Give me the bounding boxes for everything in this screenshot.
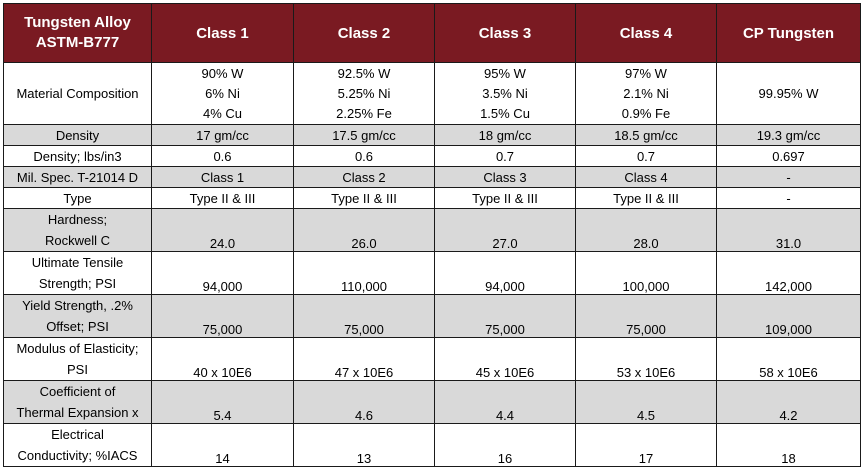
- table-cell: 5.4: [151, 380, 294, 424]
- column-header-class-2: Class 2: [293, 3, 435, 63]
- table-cell: Type II & III: [434, 187, 576, 209]
- table-cell: 75,000: [151, 294, 294, 338]
- table-cell: 17 gm/cc: [151, 124, 294, 146]
- table-cell: 18: [716, 423, 861, 467]
- table-cell: 19.3 gm/cc: [716, 124, 861, 146]
- table-cell: 142,000: [716, 251, 861, 295]
- row-label: Density: [3, 124, 152, 146]
- table-cell: 4.2: [716, 380, 861, 424]
- table-cell: 90% W 6% Ni 4% Cu: [151, 62, 294, 125]
- table-cell: 75,000: [293, 294, 435, 338]
- row-label: Modulus of Elasticity; PSI: [3, 337, 152, 381]
- table-cell: 94,000: [151, 251, 294, 295]
- table-cell: 24.0: [151, 208, 294, 252]
- table-cell: 18 gm/cc: [434, 124, 576, 146]
- table-row-density: Density 17 gm/cc 17.5 gm/cc 18 gm/cc 18.…: [3, 124, 861, 146]
- table-cell: Class 3: [434, 166, 576, 188]
- table-cell: Type II & III: [151, 187, 294, 209]
- row-label: Material Composition: [3, 62, 152, 125]
- table-cell: 45 x 10E6: [434, 337, 576, 381]
- table-cell: Type II & III: [293, 187, 435, 209]
- table-row-composition: Material Composition 90% W 6% Ni 4% Cu 9…: [3, 62, 861, 125]
- table-cell: 28.0: [575, 208, 717, 252]
- column-header-class-4: Class 4: [575, 3, 717, 63]
- table-cell: 26.0: [293, 208, 435, 252]
- table-cell: 100,000: [575, 251, 717, 295]
- table-cell: 18.5 gm/cc: [575, 124, 717, 146]
- table-cell: 0.697: [716, 145, 861, 167]
- table-cell: Class 4: [575, 166, 717, 188]
- table-cell: 58 x 10E6: [716, 337, 861, 381]
- table-row-thermal: Coefficient of Thermal Expansion x 5.4 4…: [3, 380, 861, 424]
- table-cell: 0.6: [293, 145, 435, 167]
- table-cell: 53 x 10E6: [575, 337, 717, 381]
- table-cell: 17: [575, 423, 717, 467]
- alloy-spec-table: Tungsten Alloy ASTM-B777 Class 1 Class 2…: [3, 3, 861, 467]
- column-header-cp-tungsten: CP Tungsten: [716, 3, 861, 63]
- table-cell: 110,000: [293, 251, 435, 295]
- table-cell: -: [716, 187, 861, 209]
- table-row-type: Type Type II & III Type II & III Type II…: [3, 187, 861, 209]
- table-row-hardness: Hardness; Rockwell C 24.0 26.0 27.0 28.0…: [3, 208, 861, 252]
- table-cell: Type II & III: [575, 187, 717, 209]
- table-cell: 0.7: [575, 145, 717, 167]
- column-header-class-3: Class 3: [434, 3, 576, 63]
- table-title: Tungsten Alloy ASTM-B777: [3, 3, 152, 63]
- table-cell: 0.7: [434, 145, 576, 167]
- row-label: Yield Strength, .2% Offset; PSI: [3, 294, 152, 338]
- table-cell: Class 2: [293, 166, 435, 188]
- row-label: Density; lbs/in3: [3, 145, 152, 167]
- header-row: Tungsten Alloy ASTM-B777 Class 1 Class 2…: [3, 3, 861, 63]
- table-cell: 17.5 gm/cc: [293, 124, 435, 146]
- table-row-conductivity: Electrical Conductivity; %IACS 14 13 16 …: [3, 423, 861, 467]
- table-row-mil-spec: Mil. Spec. T-21014 D Class 1 Class 2 Cla…: [3, 166, 861, 188]
- table-cell: 95% W 3.5% Ni 1.5% Cu: [434, 62, 576, 125]
- table-cell: 16: [434, 423, 576, 467]
- table-cell: 99.95% W: [716, 62, 861, 125]
- table-row-tensile: Ultimate Tensile Strength; PSI 94,000 11…: [3, 251, 861, 295]
- row-label: Type: [3, 187, 152, 209]
- table-row-modulus: Modulus of Elasticity; PSI 40 x 10E6 47 …: [3, 337, 861, 381]
- table-cell: -: [716, 166, 861, 188]
- table-cell: 27.0: [434, 208, 576, 252]
- row-label: Mil. Spec. T-21014 D: [3, 166, 152, 188]
- table-cell: 4.6: [293, 380, 435, 424]
- table-cell: 31.0: [716, 208, 861, 252]
- table-cell: 13: [293, 423, 435, 467]
- table-cell: 75,000: [434, 294, 576, 338]
- table-cell: 14: [151, 423, 294, 467]
- table-cell: 47 x 10E6: [293, 337, 435, 381]
- row-label: Electrical Conductivity; %IACS: [3, 423, 152, 467]
- row-label: Coefficient of Thermal Expansion x: [3, 380, 152, 424]
- row-label: Hardness; Rockwell C: [3, 208, 152, 252]
- table-row-density-lbs: Density; lbs/in3 0.6 0.6 0.7 0.7 0.697: [3, 145, 861, 167]
- table-cell: 109,000: [716, 294, 861, 338]
- table-row-yield: Yield Strength, .2% Offset; PSI 75,000 7…: [3, 294, 861, 338]
- row-label: Ultimate Tensile Strength; PSI: [3, 251, 152, 295]
- table-cell: 92.5% W 5.25% Ni 2.25% Fe: [293, 62, 435, 125]
- table-cell: 4.4: [434, 380, 576, 424]
- table-cell: 97% W 2.1% Ni 0.9% Fe: [575, 62, 717, 125]
- table-cell: Class 1: [151, 166, 294, 188]
- column-header-class-1: Class 1: [151, 3, 294, 63]
- table-cell: 40 x 10E6: [151, 337, 294, 381]
- table-cell: 0.6: [151, 145, 294, 167]
- table-cell: 94,000: [434, 251, 576, 295]
- table-cell: 75,000: [575, 294, 717, 338]
- table-cell: 4.5: [575, 380, 717, 424]
